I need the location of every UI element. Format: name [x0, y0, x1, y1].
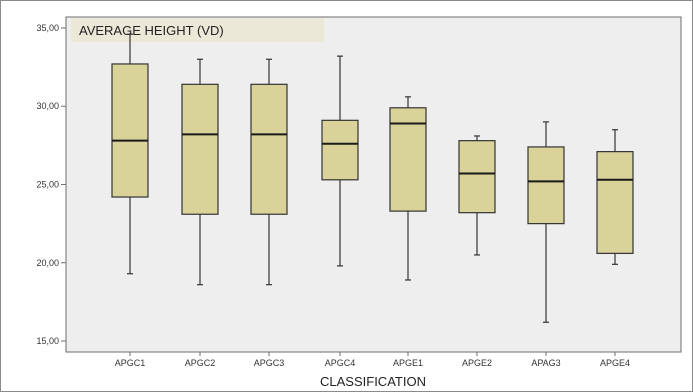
plot-area [65, 16, 682, 353]
box-iqr [596, 151, 634, 254]
box-group [111, 33, 149, 275]
y-tick-label: 20,00 [36, 258, 59, 268]
box-group [596, 129, 634, 265]
x-tick-label: APGC1 [115, 358, 146, 368]
title-banner [71, 18, 324, 42]
y-tick-label: 35,00 [36, 23, 59, 33]
x-axis: APGC1 APGC2 APGC3 APGC4 APGE1 APGE2 APAG3 APGE4 [115, 352, 630, 368]
y-tick-label: 30,00 [36, 101, 59, 111]
x-tick-label: APGE1 [393, 358, 423, 368]
y-tick-label: 25,00 [36, 180, 59, 190]
box-group [527, 121, 565, 323]
chart-title: AVERAGE HEIGHT (VD) [79, 23, 224, 38]
box-group [458, 135, 496, 256]
box-iqr [527, 146, 565, 225]
y-tick-label: 15,00 [36, 336, 59, 346]
box-group [250, 58, 288, 286]
box-iqr [111, 63, 149, 198]
box-group [321, 55, 359, 267]
box-group [389, 96, 427, 281]
x-tick-label: APGC4 [325, 358, 356, 368]
x-tick-label: APGC3 [254, 358, 285, 368]
x-tick-label: APGE4 [600, 358, 630, 368]
box-iqr [250, 83, 288, 215]
x-tick-label: APGE2 [462, 358, 492, 368]
y-axis: 15,00 20,00 25,00 30,00 35,00 [36, 23, 66, 346]
box-iqr [389, 107, 427, 212]
x-tick-label: APGC2 [185, 358, 216, 368]
box-series [111, 33, 634, 323]
box-group [181, 58, 219, 286]
x-tick-label: APAG3 [531, 358, 560, 368]
box-iqr [321, 119, 359, 181]
box-iqr [458, 140, 496, 214]
box-iqr [181, 83, 219, 215]
x-axis-title: CLASSIFICATION [320, 374, 426, 389]
